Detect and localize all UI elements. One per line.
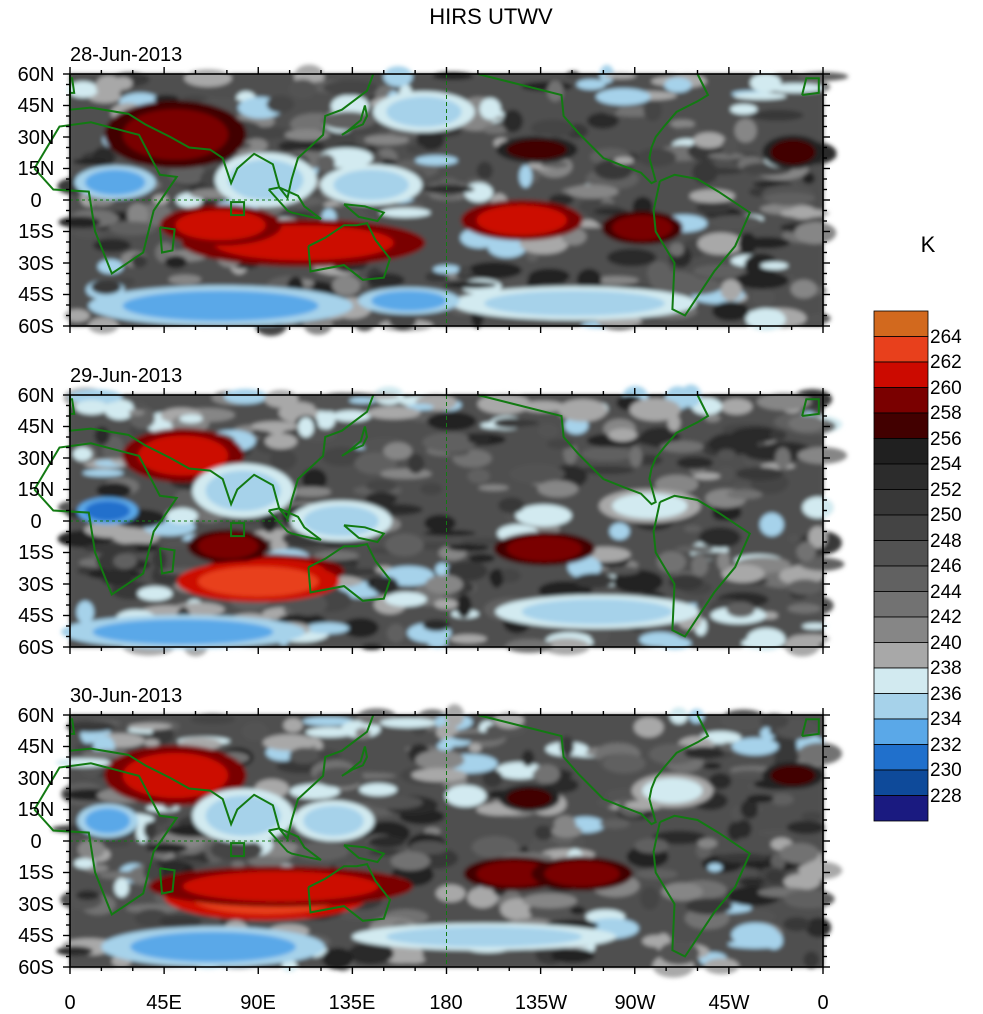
colorbar-swatch: [873, 438, 929, 465]
colorbar: K 264 262 260 258 256 254 252 250 248 24…: [873, 232, 962, 822]
lat-tick-label: 0: [30, 511, 41, 533]
lat-tick-label: 30N: [18, 127, 55, 149]
colorbar-swatch: [873, 412, 929, 439]
colorbar-swatch: [873, 769, 929, 796]
lon-tick-label: 0: [817, 992, 828, 1014]
lat-tick-label: 0: [30, 190, 41, 212]
colorbar-swatch: [873, 591, 929, 618]
colorbar-swatch: [873, 744, 929, 771]
lat-tick-label: 0: [30, 831, 41, 853]
colorbar-label: 248: [930, 531, 962, 552]
colorbar-label: 250: [930, 505, 962, 526]
lat-tick-label: 45N: [18, 416, 55, 438]
coastlines: [33, 714, 820, 967]
map-axes: [63, 67, 830, 333]
colorbar-swatch: [873, 489, 929, 516]
colorbar-label: 234: [930, 709, 962, 730]
colorbar-swatch: [873, 693, 929, 720]
coastlines: [33, 394, 820, 647]
colorbar-swatch: [873, 667, 929, 694]
panel-date-label: 30-Jun-2013: [70, 685, 182, 707]
lat-tick-label: 45N: [18, 736, 55, 758]
colorbar-label: 256: [930, 429, 962, 450]
colorbar-label: 246: [930, 556, 962, 577]
colorbar-label: 238: [930, 658, 962, 679]
lat-tick-label: 15N: [18, 158, 55, 180]
colorbar-label: 240: [930, 633, 962, 654]
colorbar-swatch: [873, 616, 929, 643]
coastlines: [33, 73, 820, 326]
lon-tick-label: 90W: [614, 992, 655, 1014]
latitude-labels: 60N 45N 30N 15N 0 15S 30S 45S 60S: [18, 64, 55, 338]
colorbar-swatch: [873, 565, 929, 592]
colorbar-label: 264: [930, 327, 962, 348]
lat-tick-label: 15S: [18, 221, 54, 243]
lat-tick-label: 30N: [18, 768, 55, 790]
lon-tick-label: 135E: [329, 992, 376, 1014]
lon-tick-label: 180: [429, 992, 462, 1014]
colorbar-swatch: [873, 361, 929, 388]
latitude-labels: 60N 45N 30N 15N 0 15S 30S 45S 60S: [18, 385, 55, 659]
lat-tick-label: 45S: [18, 284, 54, 306]
lon-tick-label: 135W: [515, 992, 567, 1014]
map-panel-3: 30-Jun-2013 60N 45N 30N 15N 0 15S 30S 45…: [18, 685, 843, 979]
lat-tick-label: 60N: [18, 705, 55, 727]
lat-tick-label: 15N: [18, 479, 55, 501]
panel-date-label: 29-Jun-2013: [70, 365, 182, 387]
lat-tick-label: 15S: [18, 862, 54, 884]
colorbar-swatch: [873, 514, 929, 541]
colorbar-label: 244: [930, 582, 962, 603]
lat-tick-label: 60S: [18, 957, 54, 979]
lat-tick-label: 45S: [18, 605, 54, 627]
lon-tick-label: 45W: [708, 992, 749, 1014]
colorbar-label: 232: [930, 735, 962, 756]
colorbar-swatch: [873, 718, 929, 745]
figure-title: HIRS UTWV: [429, 4, 553, 29]
lat-tick-label: 30N: [18, 448, 55, 470]
map-axes: [63, 388, 830, 654]
lat-tick-label: 30S: [18, 894, 54, 916]
longitude-labels: 0 45E 90E 135E 180 135W 90W 45W 0: [64, 992, 828, 1014]
lat-tick-label: 45S: [18, 925, 54, 947]
lat-tick-label: 60N: [18, 64, 55, 86]
lat-tick-label: 60S: [18, 637, 54, 659]
lon-tick-label: 90E: [240, 992, 276, 1014]
colorbar-label: 258: [930, 403, 962, 424]
colorbar-unit-label: K: [921, 232, 936, 257]
map-axes: [63, 708, 830, 974]
colorbar-swatch: [873, 642, 929, 669]
colorbar-swatch: [873, 310, 929, 337]
colorbar-label: 252: [930, 480, 962, 501]
map-panel-2: 29-Jun-2013 60N 45N 30N 15N 0 15S 30S 45…: [18, 365, 848, 659]
colorbar-label: 260: [930, 378, 962, 399]
latitude-labels: 60N 45N 30N 15N 0 15S 30S 45S 60S: [18, 705, 55, 979]
lat-tick-label: 45N: [18, 95, 55, 117]
colorbar-swatch: [873, 336, 929, 363]
colorbar-swatch: [873, 463, 929, 490]
colorbar-labels: 264 262 260 258 256 254 252 250 248 246 …: [930, 327, 962, 807]
colorbar-label: 254: [930, 454, 962, 475]
colorbar-label: 242: [930, 607, 962, 628]
lat-tick-label: 30S: [18, 574, 54, 596]
colorbar-label: 236: [930, 684, 962, 705]
colorbar-swatches: [873, 310, 929, 822]
lon-tick-label: 0: [64, 992, 75, 1014]
colorbar-swatch: [873, 795, 929, 822]
colorbar-label: 228: [930, 786, 962, 807]
lon-tick-label: 45E: [146, 992, 182, 1014]
colorbar-label: 262: [930, 352, 962, 373]
colorbar-swatch: [873, 387, 929, 414]
panel-date-label: 28-Jun-2013: [70, 44, 182, 66]
colorbar-label: 230: [930, 760, 962, 781]
lat-tick-label: 60S: [18, 316, 54, 338]
lat-tick-label: 15N: [18, 799, 55, 821]
lat-tick-label: 15S: [18, 542, 54, 564]
lat-tick-label: 30S: [18, 253, 54, 275]
lat-tick-label: 60N: [18, 385, 55, 407]
colorbar-swatch: [873, 540, 929, 567]
map-panel-1: 28-Jun-2013 60N 45N 30N 15N 0 15S 30S 45…: [18, 44, 849, 338]
